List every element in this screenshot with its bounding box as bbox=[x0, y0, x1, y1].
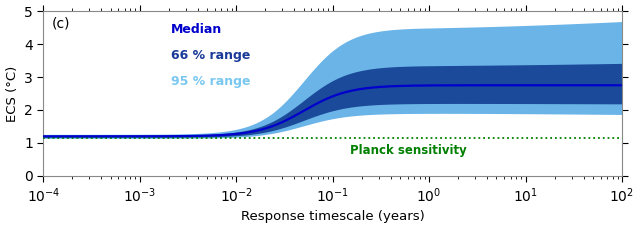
Y-axis label: ECS (°C): ECS (°C) bbox=[6, 65, 19, 122]
X-axis label: Response timescale (years): Response timescale (years) bbox=[241, 210, 424, 224]
Text: (c): (c) bbox=[52, 16, 70, 30]
Text: Planck sensitivity: Planck sensitivity bbox=[349, 144, 467, 157]
Text: Median: Median bbox=[171, 23, 222, 36]
Text: 66 % range: 66 % range bbox=[171, 49, 250, 62]
Text: 95 % range: 95 % range bbox=[171, 75, 250, 88]
